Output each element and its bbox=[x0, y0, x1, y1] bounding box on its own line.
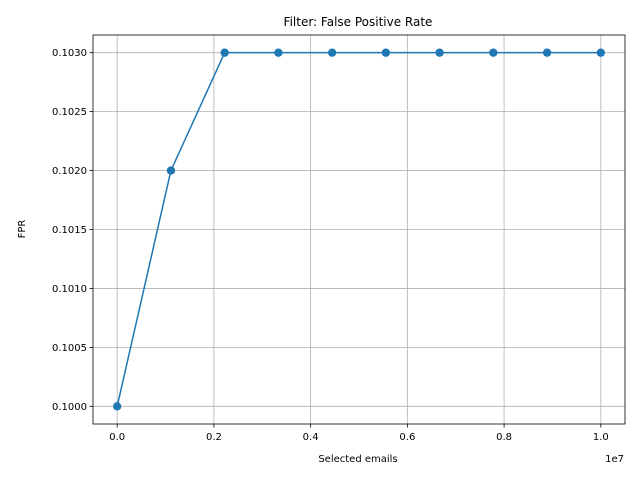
series-line bbox=[116, 51, 601, 407]
x-tick-label: 0.0 bbox=[109, 432, 125, 443]
data-point bbox=[166, 166, 176, 175]
data-point bbox=[542, 48, 552, 57]
data-series bbox=[112, 48, 606, 411]
data-point bbox=[220, 48, 229, 57]
y-axis-label: FPR bbox=[17, 220, 28, 239]
y-tick-label: 0.1020 bbox=[52, 166, 87, 177]
data-point bbox=[381, 48, 391, 57]
data-point bbox=[274, 48, 283, 57]
y-tick-label: 0.1030 bbox=[52, 48, 87, 59]
x-axis-label: Selected emails bbox=[318, 454, 397, 465]
x-tick-label: 0.6 bbox=[399, 432, 415, 443]
y-tick-label: 0.1005 bbox=[52, 343, 87, 354]
y-tick-label: 0.1010 bbox=[52, 284, 87, 295]
chart-title: Filter: False Positive Rate bbox=[284, 15, 433, 29]
y-tick-label: 0.1000 bbox=[52, 402, 87, 413]
y-tick-label: 0.1025 bbox=[52, 107, 87, 118]
data-point bbox=[327, 48, 337, 57]
y-tick-label: 0.1015 bbox=[52, 225, 87, 236]
axis-ticks: 0.0 0.2 0.4 0.6 0.8 1.0 0.1000 0.1005 0.1010 0.10… bbox=[52, 48, 609, 443]
x-tick-label: 0.4 bbox=[303, 432, 319, 443]
x-tick-label: 0.8 bbox=[496, 432, 512, 443]
data-point bbox=[112, 402, 122, 411]
x-tick-label: 0.2 bbox=[206, 432, 222, 443]
x-axis-offset-label: 1e7 bbox=[605, 454, 624, 465]
data-point bbox=[596, 48, 606, 57]
data-point bbox=[435, 48, 444, 57]
data-point bbox=[489, 48, 498, 57]
plot-frame bbox=[92, 34, 626, 425]
x-tick-label: 1.0 bbox=[593, 432, 609, 443]
